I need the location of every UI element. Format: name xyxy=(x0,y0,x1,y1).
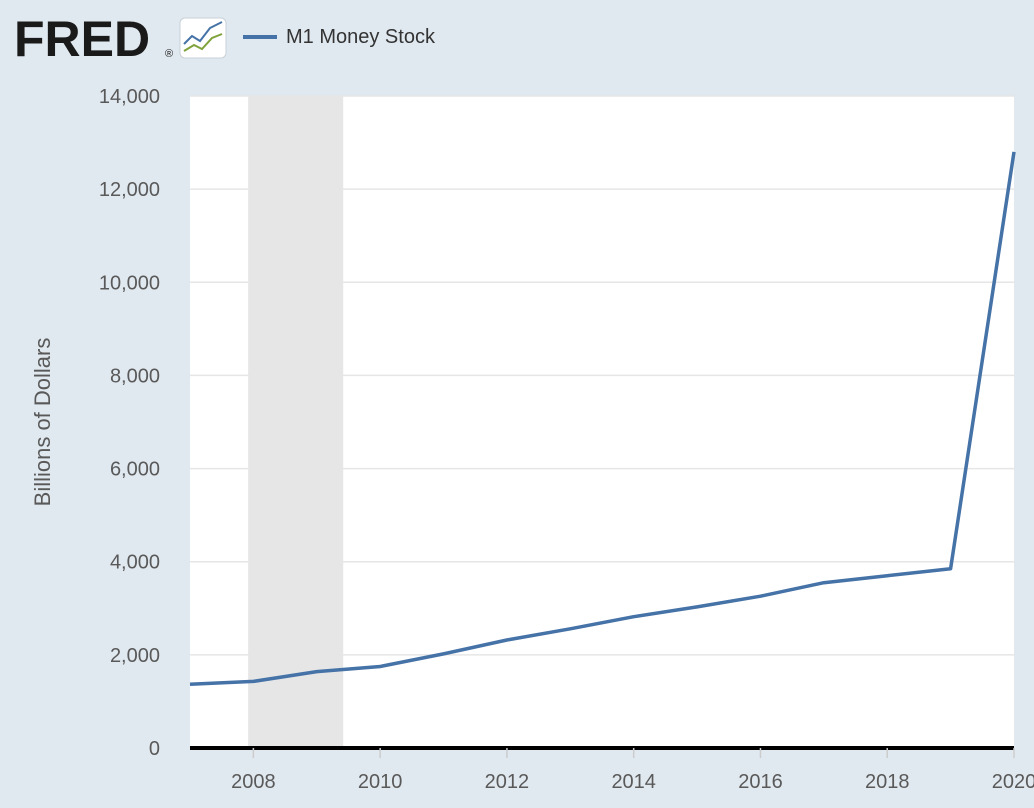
y-tick-label: 6,000 xyxy=(110,459,160,481)
y-tick-label: 8,000 xyxy=(110,365,160,387)
fred-logo-mark: ® xyxy=(165,48,173,60)
x-tick-label: 2010 xyxy=(358,771,403,793)
y-tick-label: 14,000 xyxy=(99,86,160,108)
x-tick-label: 2014 xyxy=(611,771,656,793)
fred-logo-text: FRED xyxy=(14,11,150,67)
legend: M1 Money Stock xyxy=(243,26,436,48)
y-tick-label: 2,000 xyxy=(110,645,160,667)
x-tick-label: 2018 xyxy=(865,771,910,793)
x-tick-label: 2016 xyxy=(738,771,783,793)
line-chart-icon xyxy=(179,17,227,59)
y-tick-label: 0 xyxy=(149,738,160,760)
y-tick-label: 4,000 xyxy=(110,552,160,574)
y-axis-title: Billions of Dollars xyxy=(30,338,55,507)
fred-logo[interactable]: FRED ® xyxy=(14,11,227,67)
x-tick-label: 2020 xyxy=(992,771,1034,793)
legend-entry: M1 Money Stock xyxy=(286,26,436,48)
x-tick-label: 2012 xyxy=(485,771,530,793)
y-tick-label: 12,000 xyxy=(99,179,160,201)
x-tick-label: 2008 xyxy=(231,771,276,793)
y-tick-label: 10,000 xyxy=(99,272,160,294)
series-line-m1-money-stock[interactable] xyxy=(189,151,1016,686)
recession-shading xyxy=(248,96,344,748)
